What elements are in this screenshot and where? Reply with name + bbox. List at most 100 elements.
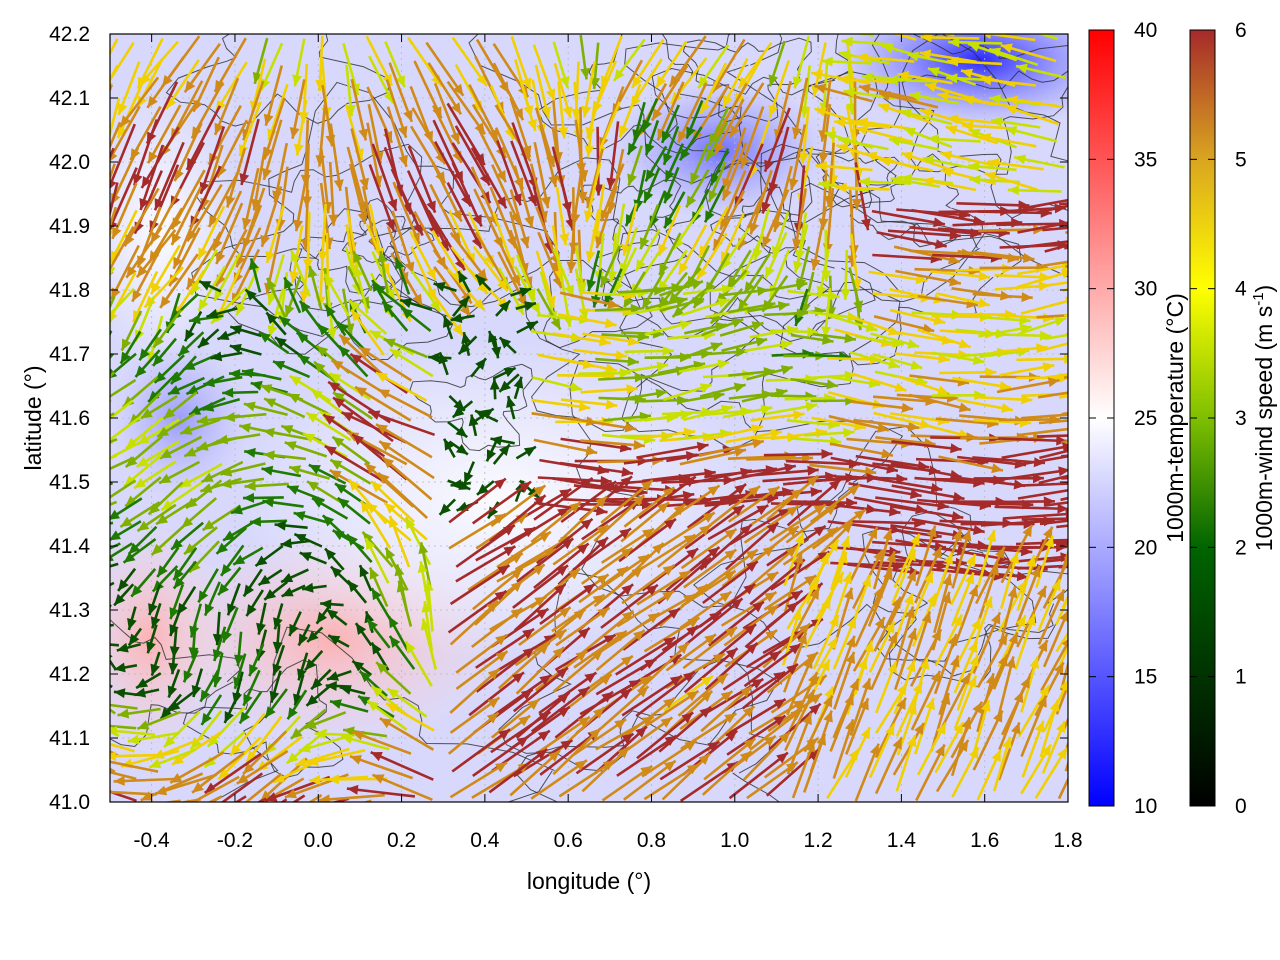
wind-arrow	[868, 723, 896, 779]
wind-arrow	[933, 633, 958, 695]
wind-arrow	[384, 41, 406, 88]
wind-arrow	[239, 118, 260, 186]
wind-arrow	[685, 99, 704, 139]
contour-line	[682, 37, 812, 123]
wind-arrow	[438, 498, 457, 516]
wind-arrow	[894, 352, 950, 364]
wind-arrow	[953, 584, 979, 645]
wind-arrow	[215, 526, 248, 555]
wind-arrow	[170, 186, 203, 246]
wind-arrow	[304, 711, 347, 730]
wind-arrow	[110, 399, 134, 421]
wind-arrow	[622, 607, 681, 651]
wind-arrow	[293, 511, 331, 525]
wind-arrow	[916, 722, 947, 776]
colorbar-tick-label: 35	[1134, 148, 1157, 171]
contour-line	[341, 197, 435, 264]
wind-arrow	[136, 710, 182, 731]
wind-arrow	[707, 485, 761, 528]
wind-arrow	[722, 650, 782, 691]
wind-arrow	[370, 751, 434, 781]
wind-arrow	[518, 77, 537, 132]
wind-arrow	[575, 418, 637, 433]
wind-arrow	[461, 331, 472, 356]
wind-arrow	[871, 209, 946, 228]
wind-arrow	[832, 678, 860, 739]
wind-arrow	[938, 672, 972, 733]
wind-arrow	[787, 289, 840, 301]
wind-arrow	[379, 717, 435, 751]
wind-arrow	[375, 423, 433, 459]
wind-arrow	[1055, 630, 1068, 653]
wind-arrow	[292, 38, 306, 87]
wind-arrow	[1036, 204, 1068, 214]
wind-arrow	[897, 70, 953, 85]
wind-arrow	[286, 689, 308, 720]
wind-arrow	[936, 292, 991, 308]
wind-arrow	[1044, 243, 1068, 253]
wind-arrow	[134, 349, 161, 378]
wind-arrow	[636, 427, 696, 441]
wind-arrow	[812, 614, 840, 670]
wind-arrow	[307, 265, 323, 310]
wind-arrow	[388, 515, 411, 568]
wind-arrow	[365, 501, 412, 542]
wind-arrow	[729, 507, 791, 546]
wind-arrow	[1041, 373, 1068, 380]
wind-arrow	[891, 440, 962, 454]
wind-arrow	[1004, 105, 1059, 126]
wind-arrow	[381, 300, 409, 332]
colorbar-tick-label: 15	[1134, 666, 1157, 689]
wind-arrow	[624, 346, 674, 356]
y-tick-label: 41.2	[49, 663, 90, 686]
wind-arrow	[450, 313, 475, 323]
contour-line	[182, 659, 344, 778]
wind-arrow	[265, 311, 287, 336]
wind-arrow	[163, 710, 201, 749]
wind-arrow	[266, 277, 287, 319]
wind-arrow	[766, 474, 820, 521]
wind-arrow	[815, 161, 873, 172]
wind-arrow	[385, 702, 435, 732]
wind-arrow	[598, 685, 650, 732]
wind-arrow	[895, 269, 962, 287]
wind-arrow	[299, 551, 327, 565]
wind-arrow	[213, 252, 242, 302]
wind-arrow	[600, 479, 654, 524]
colorbar-tick-label: 3	[1235, 407, 1247, 430]
contour-line	[579, 179, 682, 248]
wind-arrow	[790, 377, 839, 390]
wind-arrow	[999, 362, 1055, 377]
wind-arrow	[110, 497, 143, 521]
wind-arrow	[220, 477, 265, 489]
wind-arrow	[433, 266, 472, 318]
wind-arrow	[1037, 34, 1058, 41]
x-tick-label: -0.4	[134, 829, 171, 852]
wind-arrow	[244, 288, 269, 312]
wind-arrow	[358, 346, 413, 382]
wind-arrow	[229, 325, 262, 338]
wind-arrow	[762, 622, 812, 669]
wind-arrow	[658, 706, 712, 753]
wind-arrow	[659, 740, 720, 781]
wind-arrow	[119, 501, 161, 528]
wind-arrow	[764, 231, 788, 279]
wind-arrow	[888, 136, 939, 151]
wind-arrow	[854, 585, 884, 647]
wind-arrow	[813, 83, 873, 103]
wind-arrow	[513, 376, 524, 400]
wind-arrow	[315, 35, 326, 92]
wind-arrow	[287, 392, 329, 415]
wind-arrow	[325, 608, 348, 626]
wind-arrow	[1016, 585, 1048, 648]
wind-arrow	[663, 166, 680, 204]
wind-arrow	[202, 398, 241, 412]
wind-arrow	[1019, 482, 1068, 487]
wind-arrow	[171, 731, 222, 766]
wind-arrow	[934, 721, 965, 774]
wind-arrow	[110, 64, 119, 83]
wind-arrow	[557, 313, 617, 329]
colorbar-tick-label: 10	[1134, 795, 1157, 818]
wind-arrow	[1061, 716, 1068, 732]
